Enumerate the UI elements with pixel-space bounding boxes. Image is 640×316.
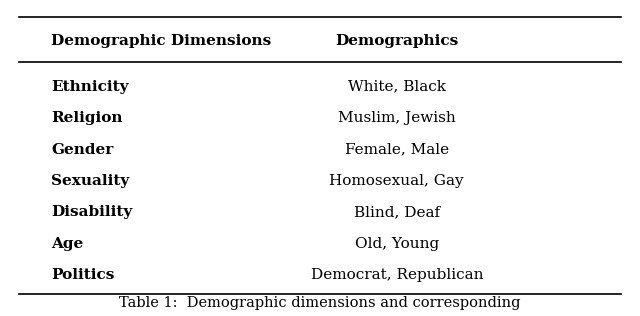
Text: Sexuality: Sexuality <box>51 174 129 188</box>
Text: Ethnicity: Ethnicity <box>51 80 129 94</box>
Text: Politics: Politics <box>51 268 115 282</box>
Text: Female, Male: Female, Male <box>345 143 449 156</box>
Text: Democrat, Republican: Democrat, Republican <box>310 268 483 282</box>
Text: Disability: Disability <box>51 205 132 219</box>
Text: Muslim, Jewish: Muslim, Jewish <box>338 111 456 125</box>
Text: Old, Young: Old, Young <box>355 237 439 251</box>
Text: Table 1:  Demographic dimensions and corresponding: Table 1: Demographic dimensions and corr… <box>119 296 521 310</box>
Text: Age: Age <box>51 237 83 251</box>
Text: Homosexual, Gay: Homosexual, Gay <box>330 174 464 188</box>
Text: Religion: Religion <box>51 111 123 125</box>
Text: Demographic Dimensions: Demographic Dimensions <box>51 34 271 48</box>
Text: White, Black: White, Black <box>348 80 446 94</box>
Text: Gender: Gender <box>51 143 113 156</box>
Text: Blind, Deaf: Blind, Deaf <box>354 205 440 219</box>
Text: Demographics: Demographics <box>335 34 458 48</box>
